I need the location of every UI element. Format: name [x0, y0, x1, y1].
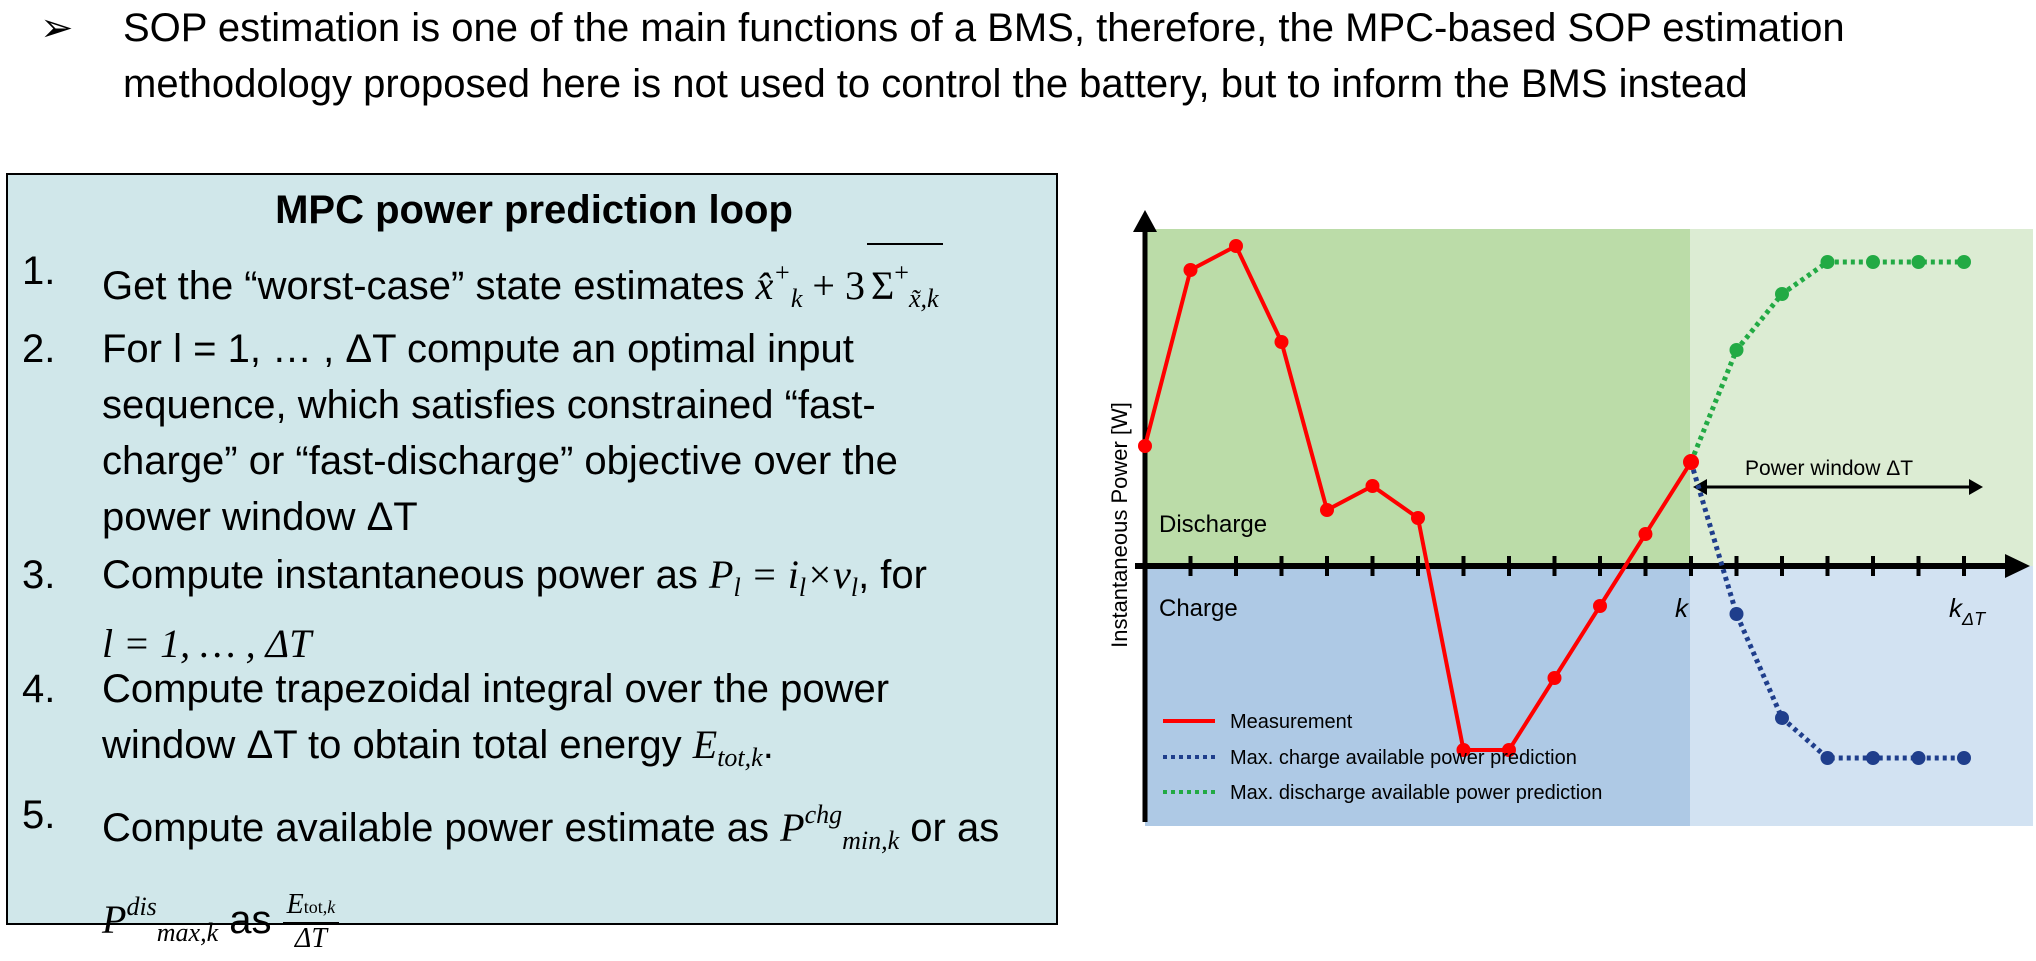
- series-2-point: [1866, 255, 1880, 269]
- series-1-point: [1957, 751, 1971, 765]
- series-0-point: [1456, 743, 1471, 757]
- series-0-point: [1502, 743, 1516, 757]
- series-0-point: [1593, 599, 1607, 613]
- arrow-bullet-icon: ➢: [40, 6, 74, 50]
- series-0-point: [1638, 527, 1653, 541]
- chart-series: [1138, 239, 1971, 765]
- tick-label-k-end: kΔT: [1949, 593, 1987, 629]
- mpc-loop-box: MPC power prediction loop 1. Get the “wo…: [6, 173, 1058, 954]
- charge-future-region: [1690, 566, 2033, 826]
- series-1-point: [1866, 751, 1880, 765]
- x-axis-ticks: [1188, 556, 1966, 576]
- legend-label-charge: Max. charge available power prediction: [1230, 747, 1577, 769]
- series-1-point: [1820, 751, 1835, 765]
- series-0-point: [1365, 479, 1380, 493]
- box-title: MPC power prediction loop: [275, 188, 793, 232]
- series-0-point: [1138, 439, 1152, 453]
- series-2-point: [1775, 287, 1789, 301]
- y-axis-label: Instantaneous Power [W]: [1107, 402, 1132, 648]
- legend-label-discharge: Max. discharge available power predictio…: [1230, 782, 1602, 804]
- series-2-point: [1911, 255, 1926, 269]
- current-point: [1683, 454, 1699, 470]
- power-window-label: Power window ΔT: [1745, 457, 1913, 480]
- series-0-point: [1320, 503, 1334, 517]
- series-0-point: [1183, 263, 1198, 277]
- legend-label-measurement: Measurement: [1230, 711, 1353, 733]
- x-axis-arrowhead: [2005, 554, 2030, 578]
- series-1-point: [1729, 607, 1744, 621]
- discharge-future-region: [1690, 229, 2033, 566]
- series-1-point: [1911, 751, 1926, 765]
- legend: Measurement Max. charge available power …: [1163, 711, 1602, 804]
- power-window-arrow-right-icon: [1969, 479, 1983, 495]
- tick-label-k: k: [1675, 593, 1690, 623]
- charge-label: Charge: [1159, 595, 1238, 622]
- series-0-point: [1547, 671, 1562, 685]
- series-2-point: [1957, 255, 1971, 269]
- series-0-point: [1274, 335, 1289, 349]
- discharge-label: Discharge: [1159, 511, 1267, 538]
- series-2-point: [1729, 343, 1744, 357]
- power-chart: Instantaneous Power [W] Discharge Charge…: [1107, 210, 2033, 826]
- y-axis-arrowhead: [1133, 210, 1157, 232]
- series-2-point: [1820, 255, 1835, 269]
- series-0-point: [1229, 239, 1243, 253]
- discharge-region: [1145, 229, 1690, 566]
- series-1-point: [1775, 711, 1789, 725]
- series-0-point: [1411, 511, 1425, 525]
- intro-text: SOP estimation is one of the main functi…: [123, 6, 1845, 106]
